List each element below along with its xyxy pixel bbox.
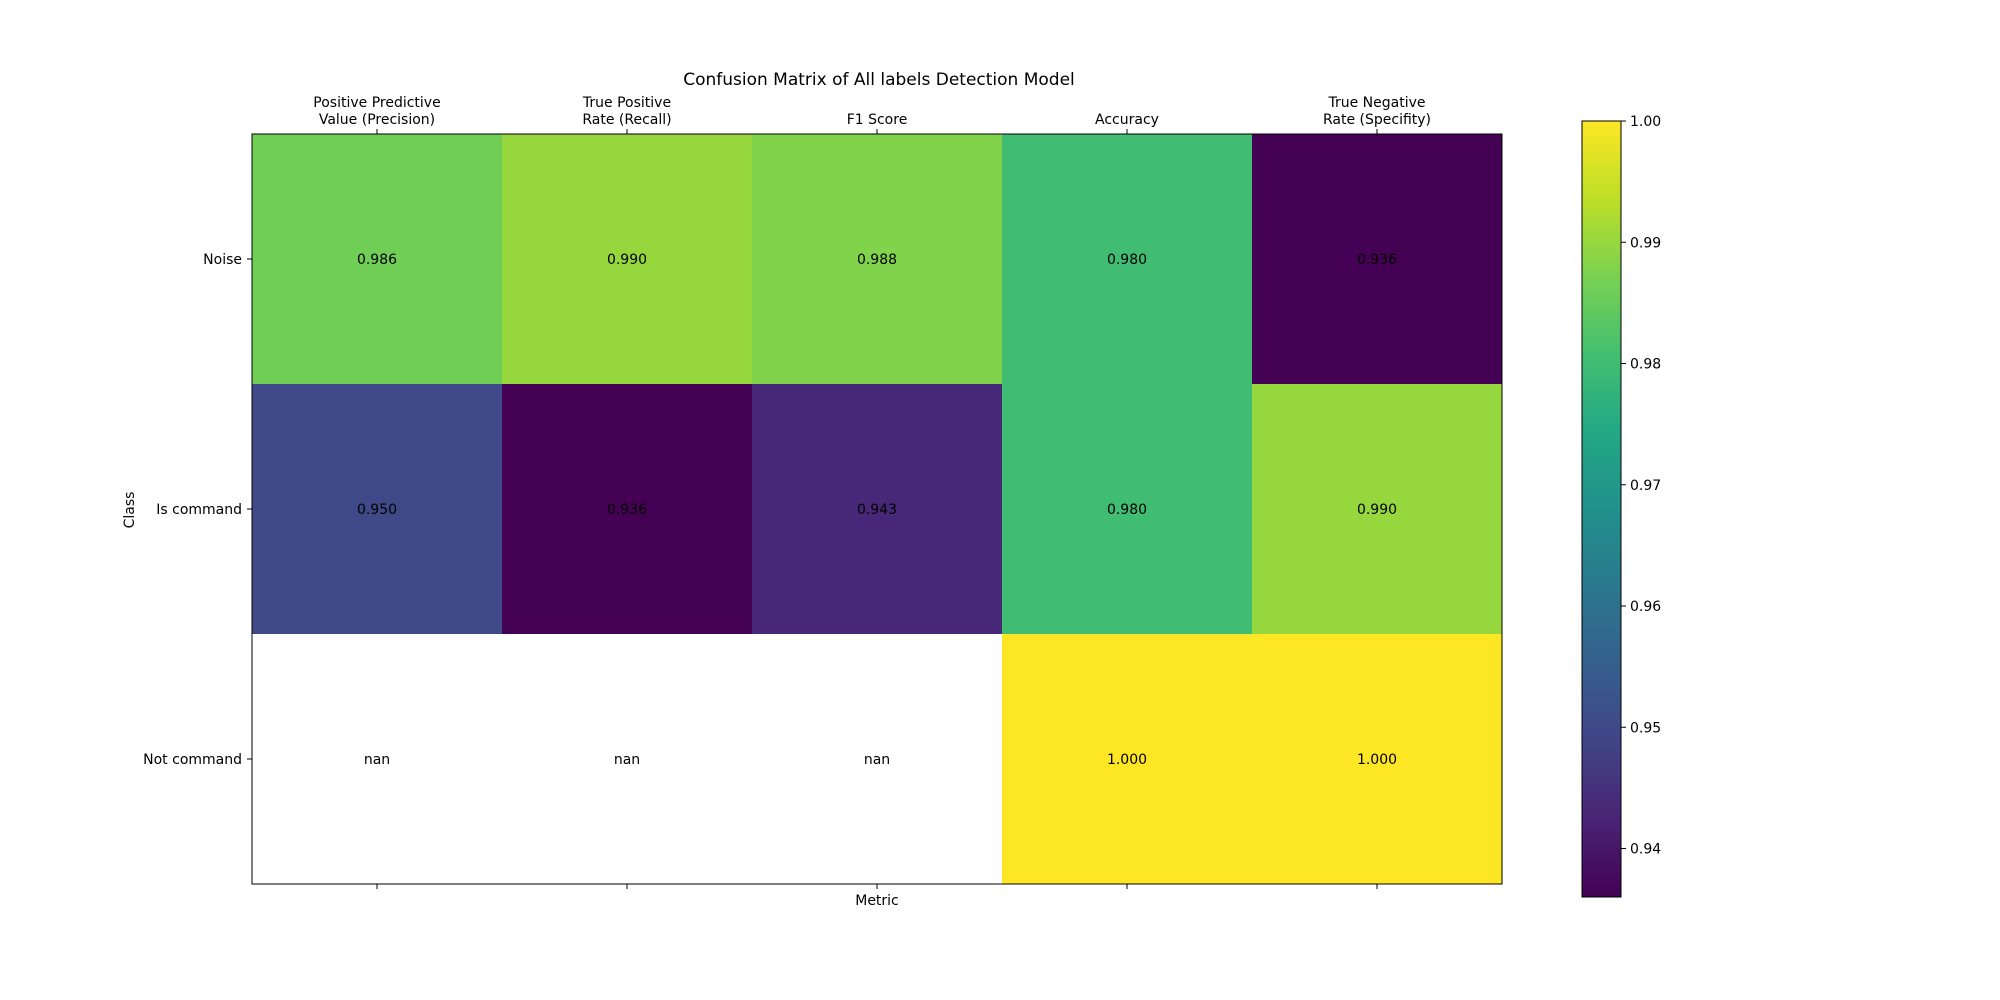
x-tick-label: Value (Precision) bbox=[319, 112, 435, 128]
cell-value-label: 0.936 bbox=[1357, 252, 1397, 268]
chart-title: Confusion Matrix of All labels Detection… bbox=[683, 70, 1075, 90]
cell-value-label: 0.980 bbox=[1107, 502, 1147, 518]
cell-value-label: 0.950 bbox=[357, 502, 397, 518]
cell-value-label: 0.988 bbox=[857, 252, 897, 268]
heatmap-cell bbox=[252, 134, 503, 385]
y-axis-ticks: Noise Is command Not command bbox=[143, 252, 252, 768]
cell-value-label: 0.936 bbox=[607, 502, 647, 518]
y-tick-label: Not command bbox=[143, 752, 242, 768]
x-tick-label: Rate (Specifity) bbox=[1323, 112, 1431, 128]
x-tick-label: F1 Score bbox=[847, 112, 908, 128]
cell-value-label: 0.990 bbox=[1357, 502, 1397, 518]
heatmap-cell bbox=[502, 134, 753, 385]
colorbar-tick-label: 0.97 bbox=[1630, 478, 1661, 494]
cell-value-label: 0.990 bbox=[607, 252, 647, 268]
y-axis-label: Class bbox=[122, 492, 138, 529]
heatmap-cell bbox=[1252, 384, 1503, 635]
heatmap-cell bbox=[752, 384, 1003, 635]
cell-value-label: nan bbox=[364, 752, 390, 768]
x-axis-label: Metric bbox=[855, 893, 899, 909]
heatmap-cell bbox=[252, 634, 503, 885]
x-tick-label: True Negative bbox=[1327, 95, 1425, 111]
cell-value-label: 1.000 bbox=[1357, 752, 1397, 768]
heatmap-cell bbox=[1002, 384, 1253, 635]
colorbar-tick-label: 0.96 bbox=[1630, 599, 1661, 615]
colorbar-tick-label: 0.95 bbox=[1630, 720, 1661, 736]
cell-value-label: 0.980 bbox=[1107, 252, 1147, 268]
heatmap-cell bbox=[752, 134, 1003, 385]
heatmap-cell-labels: 0.986 0.990 0.988 0.980 0.936 0.950 0.936 0.943… bbox=[357, 252, 1397, 768]
heatmap-cell bbox=[752, 634, 1003, 885]
heatmap-cells bbox=[252, 134, 1503, 885]
colorbar-tick-label: 0.99 bbox=[1630, 235, 1661, 251]
cell-value-label: 0.986 bbox=[357, 252, 397, 268]
y-tick-label: Is command bbox=[156, 502, 242, 518]
cell-value-label: nan bbox=[614, 752, 640, 768]
x-tick-label: True Positive bbox=[582, 95, 671, 111]
heatmap-cell bbox=[252, 384, 503, 635]
heatmap-cell bbox=[1002, 634, 1253, 885]
cell-value-label: 1.000 bbox=[1107, 752, 1147, 768]
heatmap-cell bbox=[502, 384, 753, 635]
colorbar-frame bbox=[1581, 120, 1622, 898]
colorbar-gradient bbox=[1582, 121, 1621, 897]
cell-value-label: 0.943 bbox=[857, 502, 897, 518]
x-tick-label: Rate (Recall) bbox=[582, 112, 671, 128]
colorbar: 0.94 0.95 0.96 0.97 0.98 0.99 1.00 bbox=[1581, 114, 1661, 898]
heatmap-cell bbox=[1252, 134, 1503, 385]
y-tick-label: Noise bbox=[203, 252, 242, 268]
x-tick-label: Accuracy bbox=[1095, 112, 1159, 128]
colorbar-tick-label: 0.98 bbox=[1630, 357, 1661, 373]
heatmap-cell bbox=[1252, 634, 1503, 885]
colorbar-tick-label: 0.94 bbox=[1630, 842, 1661, 858]
heatmap-cell bbox=[502, 634, 753, 885]
x-tick-label: Positive Predictive bbox=[313, 95, 440, 111]
colorbar-tick-label: 1.00 bbox=[1630, 114, 1661, 130]
heatmap-cell bbox=[1002, 134, 1253, 385]
cell-value-label: nan bbox=[864, 752, 890, 768]
